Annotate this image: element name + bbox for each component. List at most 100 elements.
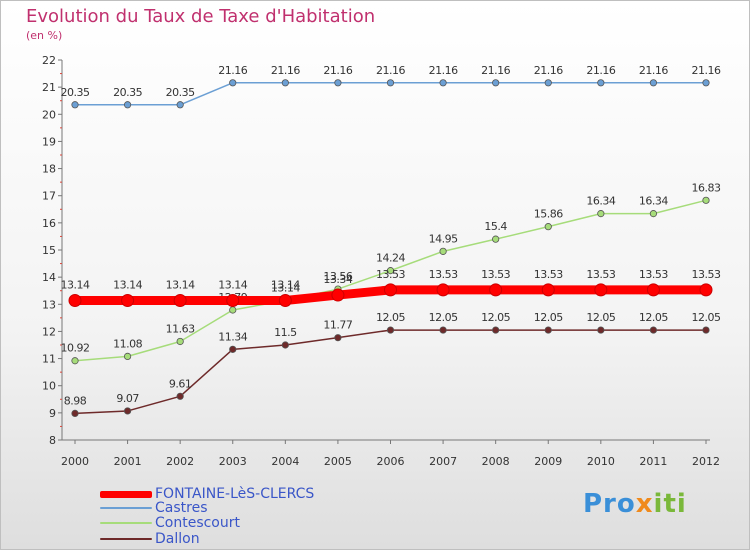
y-tick-label: 18 [42,163,56,176]
data-point [71,357,79,365]
data-point [492,326,500,334]
data-label: 21.16 [376,64,405,77]
data-label: 21.16 [429,64,458,77]
y-tick-label: 16 [42,217,56,230]
data-label: 20.35 [61,86,90,99]
x-tick-label: 2003 [219,455,247,468]
legend-label-fontaine: FONTAINE-LèS-CLERCS [155,486,315,502]
proxiti-logo: Proxiti [583,489,687,519]
data-label: 20.35 [166,86,195,99]
data-point [123,407,132,415]
y-tick-label: 20 [42,108,56,121]
data-point [544,79,552,87]
y-tick-label: 14 [42,271,56,284]
data-label: 12.05 [481,311,510,324]
y-tick-label: 22 [42,54,56,67]
data-label: 13.53 [481,268,510,281]
data-point [492,79,500,87]
data-label: 21.16 [586,64,615,77]
data-label: 11.77 [323,319,352,332]
legend-swatch-dallon [100,538,152,540]
data-label: 21.16 [271,64,300,77]
data-point [281,341,289,349]
data-point [68,293,82,307]
data-point [492,235,500,243]
data-label: 13.53 [376,268,405,281]
x-tick-label: 2009 [534,455,562,468]
data-label: 13.56 [323,270,352,283]
data-label: 15.4 [484,220,507,233]
legend-swatch-castres [100,507,152,509]
data-point [702,196,710,204]
data-label: 13.34 [323,273,352,286]
data-label: 11.5 [274,326,297,339]
legend-label-contescourt: Contescourt [155,515,240,531]
data-point [386,326,395,334]
data-point [544,223,552,231]
legend-item-dallon: Dallon [100,531,200,547]
data-label: 10.92 [61,342,90,355]
data-point [649,79,658,87]
data-point [278,293,292,307]
data-point [436,283,450,297]
data-label: 13.53 [639,268,668,281]
data-point [334,334,342,342]
y-tick-label: 17 [42,190,56,203]
data-point [176,101,184,109]
data-point [439,326,447,334]
data-label: 21.16 [481,64,510,77]
logo-part-3: iti [653,489,687,519]
x-tick-label: 2011 [639,455,667,468]
x-tick-label: 2008 [482,455,510,468]
data-label: 14.95 [429,232,458,245]
y-tick-label: 21 [42,81,56,94]
logo-part-2: x [635,489,654,519]
data-label: 13.53 [586,268,615,281]
y-tick-label: 8 [49,434,56,447]
x-tick-label: 2004 [271,455,299,468]
data-point [597,79,605,87]
data-label: 13.14 [218,278,247,291]
series-line-3 [74,329,707,415]
y-tick-label: 11 [42,353,56,366]
data-point [489,283,503,297]
data-point [699,283,713,297]
logo-part-1: Pro [583,489,636,519]
x-tick-label: 2002 [166,455,194,468]
data-label: 21.16 [639,64,668,77]
data-point [176,392,184,400]
data-label: 14.24 [376,252,405,265]
data-label: 16.34 [586,195,615,208]
x-tick-label: 2005 [324,455,352,468]
data-label: 15.86 [534,208,563,221]
data-point [386,79,395,87]
data-point [173,293,187,307]
chart-title: Evolution du Taux de Taxe d'Habitation [26,6,376,27]
data-label: 21.16 [692,64,721,77]
x-tick-label: 2000 [61,455,89,468]
y-tick-label: 10 [42,380,56,393]
legend-item-castres: Castres [100,500,208,516]
data-point [71,101,79,109]
data-label: 11.08 [113,337,142,350]
legend-swatch-fontaine [100,490,152,498]
data-label: 13.14 [113,278,142,291]
data-label: 12.05 [639,311,668,324]
data-label: 12.05 [534,311,563,324]
x-tick-label: 2012 [692,455,720,468]
data-point [384,283,397,297]
data-label: 21.16 [218,64,247,77]
data-label: 8.98 [64,394,87,407]
legend-swatch-contescourt [100,522,152,524]
data-label: 20.35 [113,86,142,99]
data-label: 12.05 [586,311,615,324]
data-point [597,326,605,334]
x-tick-label: 2010 [587,455,615,468]
data-label: 13.14 [271,278,300,291]
data-point [71,409,79,417]
data-point [226,293,240,307]
y-tick-label: 13 [42,298,56,311]
data-point [439,79,447,87]
